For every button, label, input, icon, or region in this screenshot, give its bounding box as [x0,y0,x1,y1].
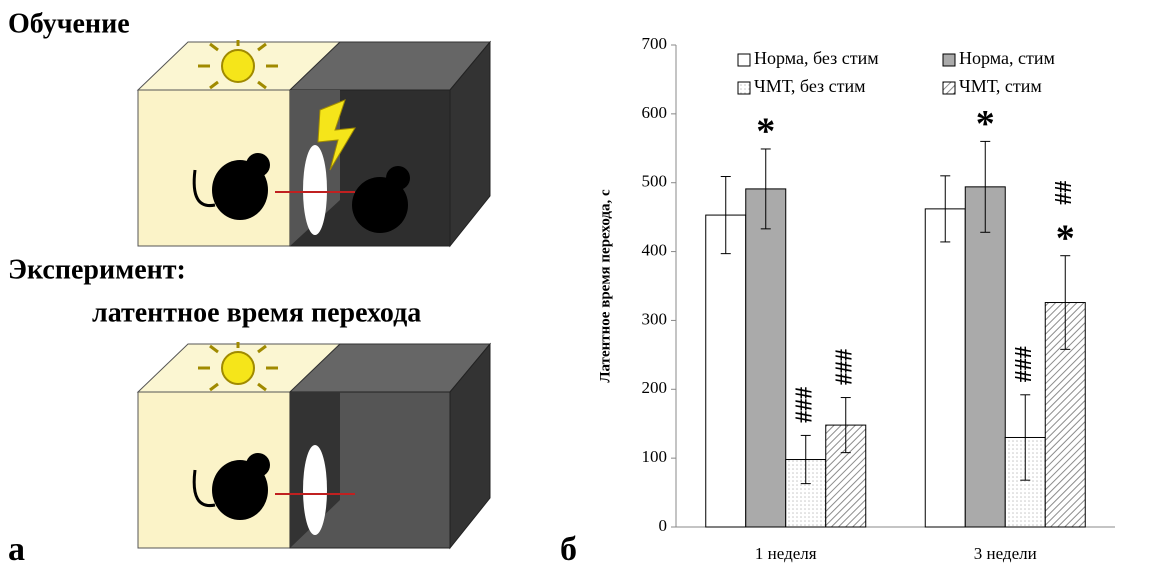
bar [925,209,965,527]
y-tick-label: 400 [642,240,668,259]
panel-a: Обучение Эксперимент: латентное время пе… [8,8,490,567]
y-tick-label: 100 [642,447,668,466]
legend-label: ЧМТ, стим [959,76,1042,96]
legend-swatch [943,82,955,94]
panel-label: а [8,531,25,568]
legend-label: ЧМТ, без стим [754,76,866,96]
panel-a-measure: латентное время перехода [92,297,421,328]
y-tick-label: 300 [642,309,668,328]
y-tick-label: 0 [659,516,668,535]
significance-mark: * [976,103,995,145]
panel-label: б [560,531,577,568]
figure: Обучение Эксперимент: латентное время пе… [0,0,1165,577]
bar [706,215,746,527]
significance-mark: * [1056,217,1075,259]
y-tick-label: 200 [642,378,668,397]
significance-mark: * [756,111,775,153]
legend-swatch [738,82,750,94]
significance-mark: ## [1051,181,1077,205]
box-experiment [138,342,490,548]
legend-label: Норма, без стим [754,48,879,68]
significance-mark: ### [1011,346,1037,382]
significance-mark: ### [831,349,857,385]
bar [746,189,786,527]
legend-label: Норма, стим [959,48,1055,68]
x-tick-label: 1 неделя [755,544,817,563]
plot: 0 100 200 300 400 500 600 700 1 неделя * ### ### 3 н… [642,34,1116,563]
y-tick-label: 600 [642,103,668,122]
y-axis-title: Латентное время перехода, с [597,189,613,383]
panel-a-title: Обучение [8,8,130,39]
box-training [138,40,490,246]
x-tick-label: 3 недели [974,544,1037,563]
legend-swatch [943,54,955,66]
panel-a-experiment: Эксперимент: [8,254,186,285]
y-tick-label: 700 [642,34,668,53]
y-tick-label: 500 [642,172,668,191]
bar [965,187,1005,527]
legend-swatch [738,54,750,66]
significance-mark: ### [791,387,817,423]
